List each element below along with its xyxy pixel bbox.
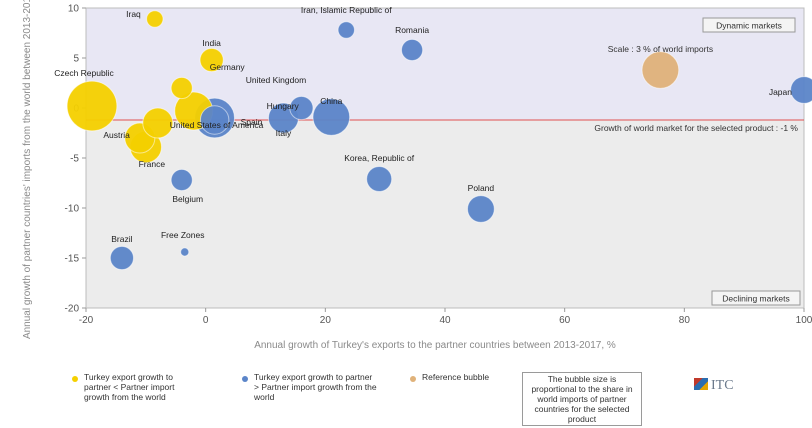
y-tick-label: -15 [65, 254, 80, 265]
y-tick-label: -20 [65, 304, 80, 315]
blue-bubble-icon [242, 376, 248, 382]
bubble-label: Italy [276, 128, 292, 138]
x-tick-label: 100 [796, 315, 812, 326]
dynamic-markets-label: Dynamic markets [716, 21, 782, 31]
bubble-czech-republic [66, 80, 118, 132]
bubble-label: Romania [395, 25, 429, 35]
bubble-label: Japan [769, 87, 792, 97]
bubble-reference [641, 51, 680, 89]
bubble-label: Poland [468, 183, 495, 193]
bubble-label: United States of America [170, 120, 264, 130]
y-tick-label: -10 [65, 204, 80, 215]
bubble-label: Hungary [267, 101, 300, 111]
bubble-label: United Kingdom [246, 75, 306, 85]
legend-label-reference: Reference bubble [422, 372, 490, 382]
bubble-label: India [202, 38, 221, 48]
x-axis-title: Annual growth of Turkey's exports to the… [254, 340, 616, 351]
bubble-label: Spain [241, 117, 263, 127]
bubble-label: Iran, Islamic Republic of [301, 5, 392, 15]
bubble-label: Germany [210, 62, 246, 72]
bubble-iraq [146, 10, 164, 28]
itc-logo-text: ITC [711, 378, 734, 393]
x-tick-label: -20 [79, 315, 94, 326]
x-tick-label: 0 [203, 315, 209, 326]
scale-label: Scale : 3 % of world imports [608, 44, 713, 54]
yellow-bubble-icon [72, 376, 78, 382]
dynamic-markets-box [702, 17, 796, 33]
bubble-romania [400, 38, 424, 62]
bubble-korea-republic-of [366, 165, 393, 193]
y-axis-title: Annual growth of partner countries' impo… [22, 0, 33, 339]
itc-logo-icon [694, 378, 708, 390]
bubble-slower [289, 95, 314, 121]
bubble-label: China [320, 96, 342, 106]
bubble-label: Korea, Republic of [344, 153, 415, 163]
bubble-label: Brazil [111, 234, 132, 244]
chart-legend: Turkey export growth to partner < Partne… [62, 372, 762, 426]
declining-markets-box [711, 290, 801, 306]
x-tick-label: 80 [679, 315, 691, 326]
legend-label-faster: Turkey export growth to partner < Partne… [84, 372, 175, 402]
bubble-label: Czech Republic [54, 68, 114, 78]
declining-markets-region [86, 120, 804, 308]
bubble-japan [790, 76, 812, 104]
declining-markets-label: Declining markets [722, 294, 790, 304]
y-tick-label: -5 [70, 154, 79, 165]
reference-bubble-icon [410, 376, 416, 382]
bubble-germany [170, 76, 193, 100]
bubble-spain [199, 105, 230, 135]
bubble-free-zones [180, 247, 190, 257]
bubble-china [312, 98, 351, 136]
x-tick-label: 20 [320, 315, 332, 326]
bubble-india [199, 47, 224, 73]
bubble-label: Free Zones [161, 230, 204, 240]
x-tick-label: 40 [439, 315, 451, 326]
bubble-united-states-of-america [142, 107, 174, 139]
y-tick-label: 10 [68, 4, 80, 15]
x-tick-label: 60 [559, 315, 571, 326]
y-tick-label: 5 [73, 54, 79, 65]
bubble-brazil [109, 245, 135, 271]
bubble-label: Belgium [172, 194, 203, 204]
bubble-iran-islamic-republic-of [337, 21, 355, 39]
legend-label-slower: Turkey export growth to partner > Partne… [254, 372, 377, 402]
bubble-scale-note: The bubble size is proportional to the s… [522, 372, 642, 426]
bubble-label: Austria [103, 130, 130, 140]
itc-logo: ITC [694, 378, 734, 394]
bubble-label: Iraq [126, 9, 141, 19]
bubble-poland [466, 195, 495, 223]
bubble-label: France [139, 159, 166, 169]
world-growth-label: Growth of world market for the selected … [594, 123, 798, 133]
bubble-belgium [170, 168, 193, 192]
